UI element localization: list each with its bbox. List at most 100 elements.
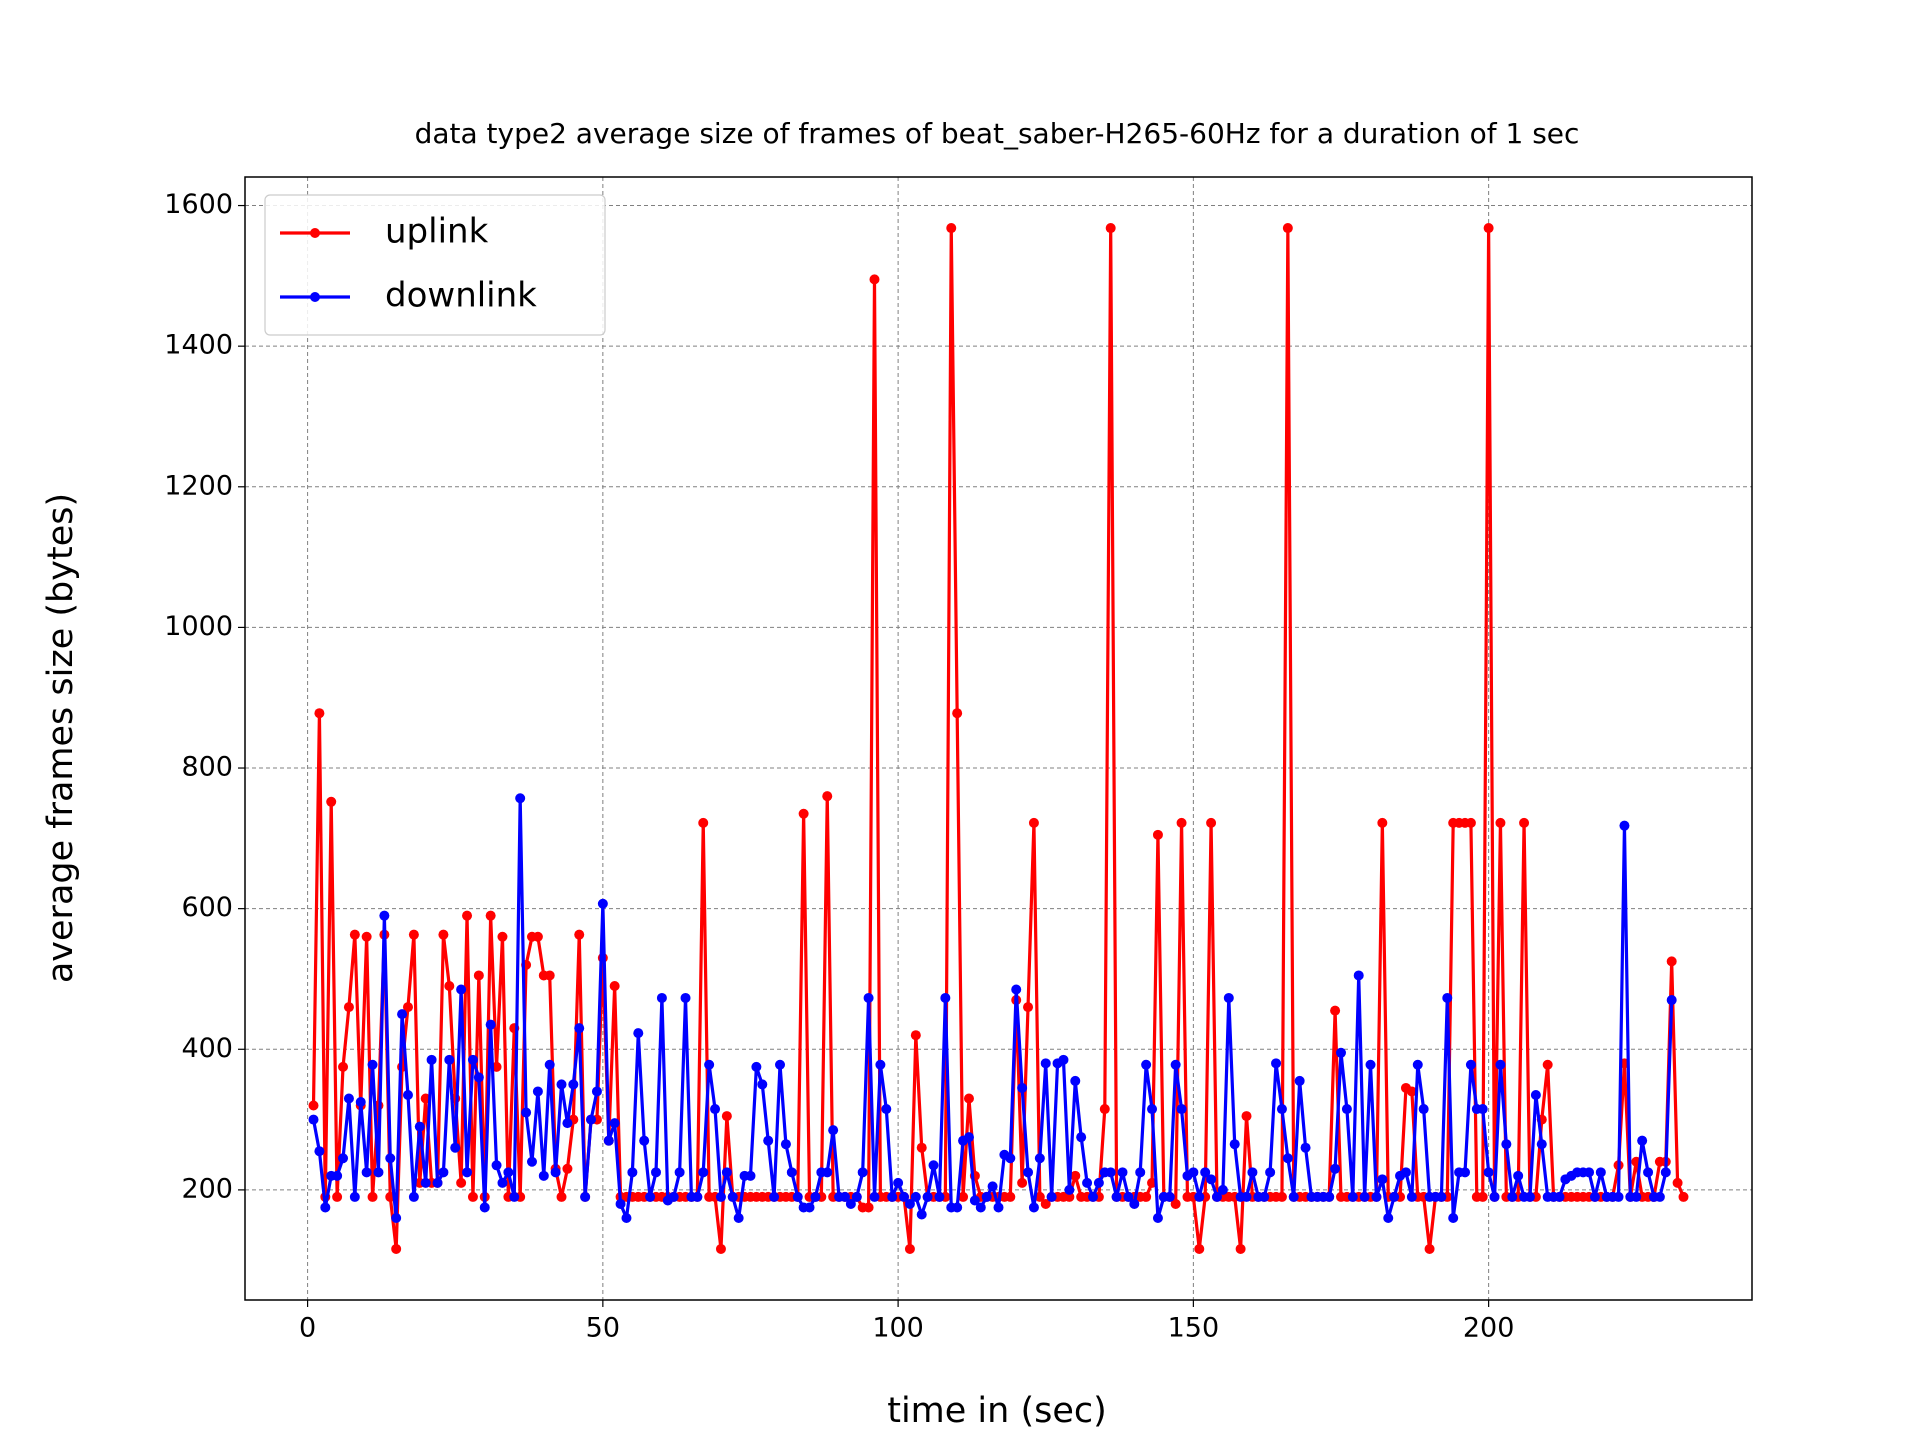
data-point	[1206, 817, 1217, 828]
data-point	[1040, 1198, 1051, 1209]
data-point	[1017, 1082, 1028, 1093]
data-point	[1495, 817, 1506, 828]
data-point	[1418, 1104, 1429, 1115]
data-point	[308, 1114, 319, 1125]
data-point	[609, 1118, 620, 1129]
data-point	[532, 931, 543, 942]
data-point	[544, 970, 555, 981]
data-point	[597, 898, 608, 909]
data-point	[1477, 1104, 1488, 1115]
data-point	[408, 1191, 419, 1202]
data-point	[1206, 1174, 1217, 1185]
data-point	[521, 1107, 532, 1118]
data-point	[373, 1167, 384, 1178]
data-point	[338, 1153, 349, 1164]
data-point	[1465, 817, 1476, 828]
data-point	[1046, 1191, 1057, 1202]
x-axis-label: time in (sec)	[887, 1391, 1107, 1431]
legend-marker	[310, 292, 320, 302]
data-point	[568, 1079, 579, 1090]
data-point	[651, 1167, 661, 1178]
data-point	[1412, 1059, 1423, 1070]
data-point	[940, 992, 951, 1003]
data-point	[408, 929, 419, 940]
data-point	[462, 910, 473, 921]
data-point	[1406, 1086, 1417, 1097]
data-point	[1117, 1167, 1128, 1178]
data-point	[391, 1213, 402, 1224]
data-point	[1477, 1191, 1488, 1202]
data-point	[751, 1061, 762, 1072]
data-point	[1495, 1059, 1506, 1070]
legend-marker	[310, 228, 320, 238]
data-point	[1666, 956, 1677, 967]
data-point	[1170, 1059, 1181, 1070]
data-point	[343, 1093, 354, 1104]
chart-title: data type2 average size of frames of bea…	[415, 117, 1580, 150]
data-point	[1176, 817, 1187, 828]
data-point	[1631, 1191, 1642, 1202]
data-point	[975, 1202, 986, 1213]
data-point	[1099, 1104, 1110, 1115]
data-point	[1288, 1191, 1299, 1202]
data-point	[981, 1191, 992, 1202]
data-point	[497, 1177, 508, 1188]
data-point	[615, 1198, 626, 1209]
data-point	[1536, 1139, 1547, 1150]
data-point	[444, 980, 455, 991]
data-point	[426, 1054, 437, 1065]
data-point	[763, 1135, 774, 1146]
data-point	[1170, 1198, 1181, 1209]
data-point	[1123, 1191, 1134, 1202]
data-point	[904, 1198, 915, 1209]
x-tick-label: 100	[872, 1313, 924, 1344]
data-point	[1259, 1191, 1270, 1202]
data-point	[603, 1135, 614, 1146]
data-point	[899, 1191, 910, 1202]
data-point	[910, 1030, 921, 1041]
data-point	[1542, 1059, 1553, 1070]
data-point	[343, 1002, 354, 1013]
data-point	[887, 1191, 898, 1202]
data-point	[367, 1191, 378, 1202]
plot-frame	[244, 176, 1753, 1301]
data-point	[633, 1028, 644, 1039]
y-tick-label: 600	[181, 892, 233, 923]
data-point	[467, 1191, 478, 1202]
data-point	[562, 1163, 573, 1174]
data-point	[1400, 1167, 1411, 1178]
data-point	[574, 1023, 585, 1034]
data-point	[1241, 1111, 1252, 1122]
data-point	[402, 1089, 413, 1100]
data-point	[420, 1177, 431, 1188]
data-point	[1324, 1191, 1335, 1202]
data-point	[969, 1195, 980, 1206]
data-point	[1217, 1184, 1228, 1195]
data-point	[473, 970, 484, 981]
data-point	[668, 1191, 679, 1202]
data-point	[1276, 1104, 1287, 1115]
y-tick-label: 1000	[164, 611, 233, 642]
data-point	[1589, 1191, 1600, 1202]
data-point	[1023, 1002, 1034, 1013]
data-point	[1448, 1213, 1459, 1224]
data-point	[845, 1198, 856, 1209]
data-point	[1406, 1191, 1417, 1202]
legend-box	[264, 194, 606, 336]
data-point	[715, 1191, 726, 1202]
data-point	[349, 929, 360, 940]
data-point	[1064, 1191, 1075, 1202]
data-point	[1188, 1167, 1199, 1178]
data-point	[456, 1177, 467, 1188]
data-point	[869, 274, 880, 285]
data-point	[609, 980, 620, 991]
data-point	[1424, 1243, 1435, 1254]
data-point	[1005, 1153, 1016, 1164]
data-point	[1087, 1191, 1098, 1202]
data-point	[828, 1125, 839, 1136]
data-point	[1654, 1191, 1665, 1202]
data-point	[1519, 817, 1530, 828]
data-point	[1383, 1213, 1394, 1224]
data-point	[332, 1170, 343, 1181]
